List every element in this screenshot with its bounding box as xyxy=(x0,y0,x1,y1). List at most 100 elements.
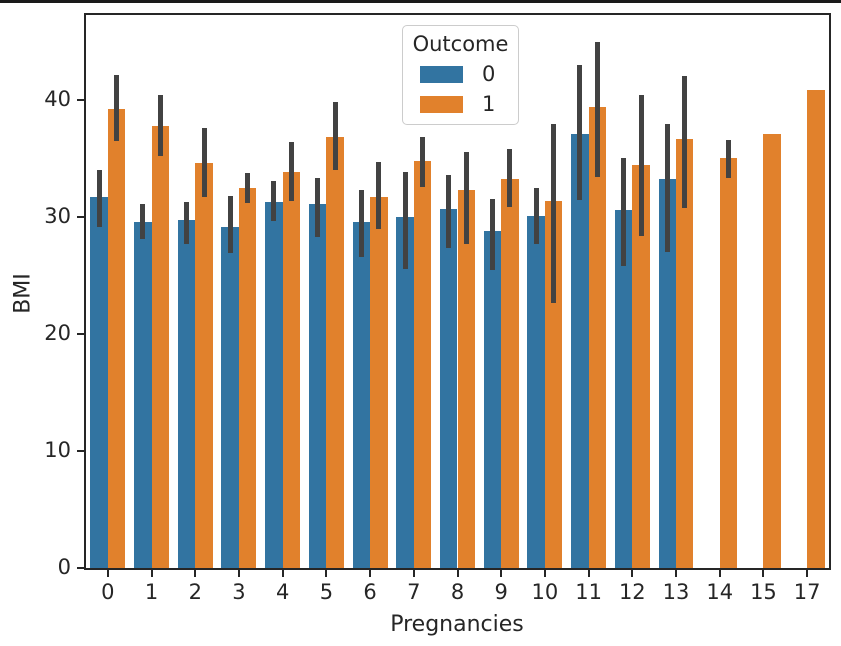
x-tick-11 xyxy=(587,568,590,577)
x-tick-10 xyxy=(543,568,546,577)
bar-preg8-outcome1 xyxy=(457,190,475,568)
x-tick-label-9: 9 xyxy=(494,580,508,604)
bar-preg6-outcome1 xyxy=(370,197,388,568)
x-tick-5 xyxy=(325,568,328,577)
errorbar-preg0-outcome0 xyxy=(96,170,102,227)
bar-preg2-outcome0 xyxy=(177,219,196,568)
window-top-border xyxy=(0,0,841,3)
bar-preg5-outcome1 xyxy=(326,136,344,568)
x-tick-label-5: 5 xyxy=(319,580,334,604)
bar-preg3-outcome0 xyxy=(221,226,239,568)
errorbar-preg7-outcome1 xyxy=(420,136,426,187)
x-tick-4 xyxy=(281,568,284,577)
x-tick-label-2: 2 xyxy=(188,580,202,604)
bar-preg14-outcome1 xyxy=(719,157,738,568)
y-axis-label: BMI xyxy=(10,273,36,314)
errorbar-preg8-outcome1 xyxy=(463,151,469,245)
x-tick-label-0: 0 xyxy=(101,580,115,604)
bar-preg11-outcome1 xyxy=(588,107,607,568)
x-tick-13 xyxy=(675,568,678,577)
bar-preg3-outcome1 xyxy=(238,188,257,568)
y-tick-20 xyxy=(77,333,86,336)
errorbar-preg9-outcome1 xyxy=(507,149,513,207)
bar-preg4-outcome1 xyxy=(282,171,301,568)
bar-preg10-outcome1 xyxy=(544,200,563,568)
bar-preg8-outcome0 xyxy=(440,209,458,568)
bar-preg1-outcome0 xyxy=(134,221,152,568)
errorbar-preg11-outcome0 xyxy=(577,65,583,200)
x-tick-1 xyxy=(150,568,153,577)
bar-preg0-outcome0 xyxy=(90,197,108,568)
bar-preg9-outcome0 xyxy=(483,231,502,568)
bar-preg10-outcome0 xyxy=(527,216,545,568)
x-tick-label-15: 15 xyxy=(750,580,777,604)
y-tick-label-30: 30 xyxy=(44,204,71,229)
bar-preg7-outcome0 xyxy=(396,217,414,568)
y-tick-0 xyxy=(77,567,86,569)
x-tick-7 xyxy=(412,568,415,577)
y-tick-label-20: 20 xyxy=(44,321,71,346)
bar-preg17-outcome1 xyxy=(807,89,825,568)
x-tick-6 xyxy=(369,568,372,577)
errorbar-preg3-outcome1 xyxy=(245,172,251,204)
x-tick-label-11: 11 xyxy=(575,580,602,604)
x-tick-0 xyxy=(106,568,109,577)
bar-preg5-outcome0 xyxy=(308,204,327,568)
x-tick-label-10: 10 xyxy=(531,580,559,604)
x-tick-label-8: 8 xyxy=(450,580,465,604)
x-tick-label-6: 6 xyxy=(363,580,377,604)
bar-preg4-outcome0 xyxy=(265,202,283,568)
y-tick-label-10: 10 xyxy=(44,438,71,463)
errorbar-preg8-outcome0 xyxy=(446,175,452,248)
bar-preg15-outcome1 xyxy=(763,134,781,568)
bar-preg9-outcome1 xyxy=(501,178,519,568)
errorbar-preg4-outcome0 xyxy=(271,181,277,221)
x-tick-label-7: 7 xyxy=(407,580,421,604)
x-tick-9 xyxy=(500,568,503,577)
legend-label-outcome-1: 1 xyxy=(482,92,496,116)
bar-preg12-outcome0 xyxy=(614,210,633,568)
y-tick-40 xyxy=(77,99,86,102)
x-tick-2 xyxy=(194,568,197,577)
y-tick-label-40: 40 xyxy=(44,87,71,112)
errorbar-preg12-outcome1 xyxy=(638,94,644,236)
errorbar-preg7-outcome0 xyxy=(402,171,408,269)
bar-preg6-outcome0 xyxy=(352,221,371,568)
errorbar-preg14-outcome1 xyxy=(725,140,731,178)
x-tick-14 xyxy=(718,568,721,577)
x-tick-label-17: 17 xyxy=(793,580,821,604)
legend-swatch-outcome-1 xyxy=(420,95,463,113)
errorbar-preg9-outcome0 xyxy=(489,198,495,270)
bar-preg0-outcome1 xyxy=(107,108,126,568)
bar-preg1-outcome1 xyxy=(151,126,170,568)
bar-preg12-outcome1 xyxy=(632,164,650,568)
legend-label-outcome-0: 0 xyxy=(482,62,496,86)
errorbar-preg6-outcome1 xyxy=(376,162,382,229)
bar-preg2-outcome1 xyxy=(195,163,213,568)
legend-swatch-outcome-0 xyxy=(420,65,463,83)
x-tick-label-1: 1 xyxy=(144,580,159,604)
x-tick-12 xyxy=(631,568,634,577)
errorbar-preg2-outcome0 xyxy=(184,202,190,245)
x-tick-15 xyxy=(762,568,765,577)
x-tick-label-3: 3 xyxy=(232,580,246,604)
bar-preg11-outcome0 xyxy=(571,134,589,568)
x-tick-label-13: 13 xyxy=(662,580,690,604)
x-tick-17 xyxy=(806,568,809,577)
errorbar-preg4-outcome1 xyxy=(288,142,294,201)
errorbar-preg13-outcome1 xyxy=(682,75,688,208)
x-tick-3 xyxy=(237,568,240,577)
y-tick-30 xyxy=(77,216,86,219)
legend-item-outcome-1: 1 xyxy=(403,92,518,116)
y-tick-label-0: 0 xyxy=(57,555,71,579)
bar-preg7-outcome1 xyxy=(413,161,432,568)
errorbar-preg2-outcome1 xyxy=(201,128,207,198)
errorbar-preg3-outcome0 xyxy=(227,196,233,254)
errorbar-preg13-outcome0 xyxy=(664,123,670,253)
bar-preg13-outcome1 xyxy=(676,138,694,568)
x-tick-label-12: 12 xyxy=(618,580,646,604)
x-tick-label-4: 4 xyxy=(275,580,290,604)
errorbar-preg0-outcome1 xyxy=(114,74,120,142)
errorbar-preg5-outcome0 xyxy=(315,177,321,238)
x-axis-label: Pregnancies xyxy=(390,612,524,637)
